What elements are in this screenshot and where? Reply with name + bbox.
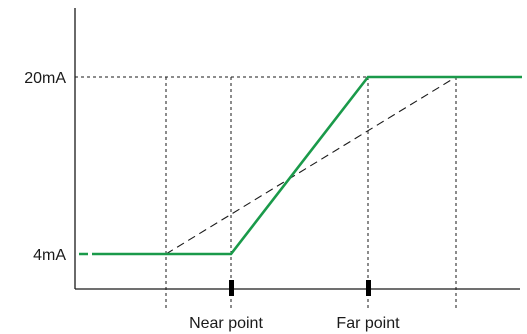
output-line (100, 75, 522, 256)
y-label-4ma: 4mA (33, 247, 66, 264)
x-label-near-point: Near point (189, 315, 263, 332)
reference-diagonal (165, 76, 457, 255)
far-point-marker (366, 280, 371, 296)
y-label-20ma: 20mA (24, 70, 66, 87)
near-point-marker (229, 280, 234, 296)
x-label-far-point: Far point (336, 315, 400, 332)
